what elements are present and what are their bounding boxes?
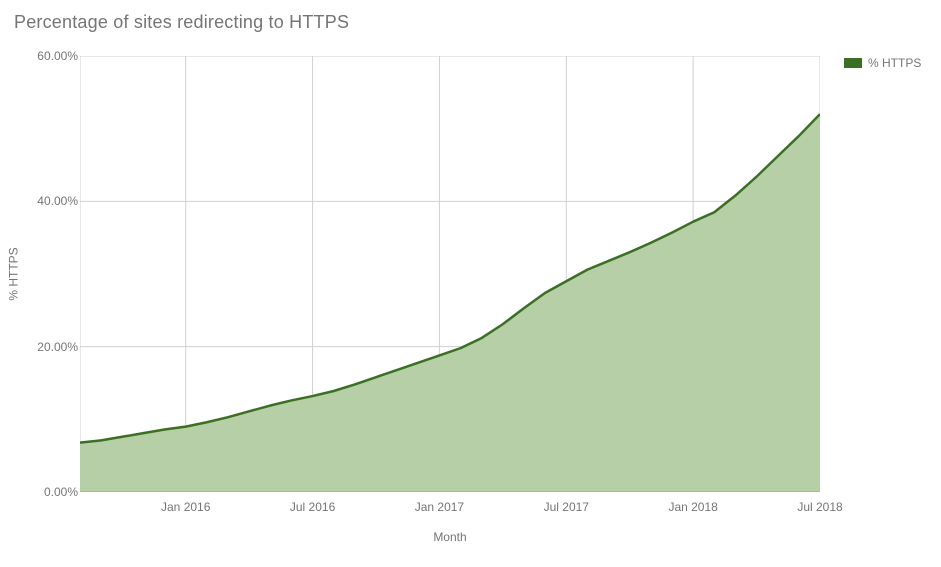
x-tick-label: Jan 2017 [415, 500, 464, 514]
x-tick-labels: Jan 2016 Jul 2016 Jan 2017 Jul 2017 Jan 2018… [80, 500, 820, 520]
y-axis-title: % HTTPS [6, 56, 22, 492]
x-tick-label: Jan 2016 [161, 500, 210, 514]
x-tick-label: Jul 2017 [544, 500, 589, 514]
legend-swatch [844, 58, 862, 68]
y-tick-label: 0.00% [44, 485, 78, 499]
y-tick-labels: 0.00%20.00%40.00%60.00% [30, 56, 78, 492]
legend: % HTTPS [844, 56, 921, 70]
y-tick-label: 40.00% [37, 194, 78, 208]
x-axis-title: Month [80, 530, 820, 544]
y-tick-label: 20.00% [37, 340, 78, 354]
x-tick-label: Jul 2016 [290, 500, 335, 514]
x-tick-label: Jul 2018 [797, 500, 842, 514]
x-tick-label: Jan 2018 [668, 500, 717, 514]
chart-title: Percentage of sites redirecting to HTTPS [14, 12, 349, 33]
chart-container: Percentage of sites redirecting to HTTPS… [0, 0, 941, 567]
plot-area [80, 56, 820, 492]
legend-label: % HTTPS [868, 56, 921, 70]
y-tick-label: 60.00% [37, 49, 78, 63]
